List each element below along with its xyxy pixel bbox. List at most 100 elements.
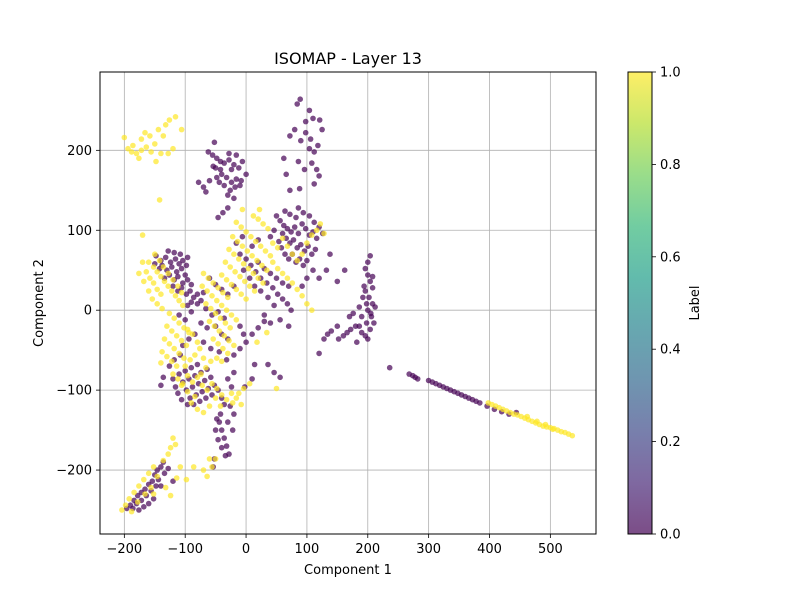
data-point <box>169 358 175 365</box>
data-point <box>299 251 305 257</box>
data-point <box>134 499 141 505</box>
data-point <box>362 265 369 272</box>
data-point <box>227 187 233 194</box>
data-point <box>119 507 125 513</box>
data-point <box>188 400 195 406</box>
data-point <box>204 473 210 480</box>
data-point <box>211 139 218 146</box>
x-tick-label: 0 <box>242 542 250 557</box>
data-point <box>182 272 188 278</box>
data-point <box>227 264 233 270</box>
data-point <box>208 374 214 381</box>
data-point <box>214 355 220 362</box>
data-point <box>335 336 342 342</box>
data-point <box>261 318 268 325</box>
data-point <box>161 278 168 285</box>
data-point <box>162 484 169 491</box>
data-point <box>217 403 224 409</box>
data-point <box>160 457 167 464</box>
data-point <box>164 353 170 360</box>
data-point <box>344 329 350 336</box>
data-point <box>200 467 207 473</box>
data-point <box>216 349 223 355</box>
data-point <box>225 205 231 211</box>
data-point <box>199 382 205 389</box>
data-point <box>550 426 556 433</box>
data-point <box>158 360 164 366</box>
data-point <box>238 401 244 408</box>
data-point <box>184 277 191 283</box>
data-point <box>267 233 274 240</box>
data-point <box>309 160 315 166</box>
data-point <box>267 270 274 277</box>
data-point <box>164 323 170 330</box>
data-point <box>267 320 274 326</box>
data-point <box>233 152 240 158</box>
data-point <box>216 328 223 334</box>
data-point <box>165 451 171 457</box>
data-point <box>341 267 348 274</box>
data-point <box>243 339 249 346</box>
data-point <box>156 197 163 203</box>
data-point <box>279 270 286 277</box>
data-point <box>167 444 174 451</box>
data-point <box>139 259 146 266</box>
data-point <box>142 491 148 497</box>
data-point <box>368 310 374 317</box>
data-point <box>306 145 313 152</box>
data-point <box>138 147 145 154</box>
data-point <box>221 333 227 339</box>
data-point <box>170 145 176 152</box>
data-point <box>169 264 175 270</box>
data-point <box>199 283 205 290</box>
data-point <box>182 363 188 369</box>
data-point <box>156 257 163 264</box>
data-point <box>316 350 322 357</box>
data-point <box>154 269 160 275</box>
colorbar-label: Label <box>688 285 703 320</box>
data-point <box>294 257 301 264</box>
data-point <box>228 384 235 390</box>
data-point <box>204 325 210 331</box>
data-point <box>180 280 186 286</box>
data-point <box>200 409 207 416</box>
data-point <box>304 257 310 264</box>
data-point <box>309 251 315 257</box>
data-point <box>215 436 221 443</box>
data-point <box>183 291 190 298</box>
data-point <box>188 299 195 306</box>
data-point <box>182 368 188 374</box>
data-point <box>244 248 251 254</box>
data-point <box>175 390 181 397</box>
colorbar-tick-label: 0.4 <box>660 343 681 358</box>
data-point <box>287 187 293 194</box>
data-point <box>171 315 177 322</box>
data-point <box>188 281 195 288</box>
data-point <box>160 264 167 270</box>
data-point <box>238 291 244 298</box>
data-point <box>362 288 369 294</box>
data-point <box>223 307 230 314</box>
data-point <box>122 502 129 509</box>
data-point <box>240 385 247 392</box>
data-point <box>176 371 182 377</box>
data-point <box>203 189 209 195</box>
data-point <box>296 185 303 192</box>
data-point <box>249 253 255 259</box>
data-point <box>231 251 237 257</box>
data-point <box>203 364 209 371</box>
data-point <box>270 259 276 266</box>
data-point <box>203 395 209 401</box>
data-point <box>304 240 310 246</box>
data-point <box>281 155 287 162</box>
data-point <box>143 144 150 150</box>
data-point <box>200 355 207 362</box>
data-point <box>254 339 260 346</box>
data-point <box>205 149 212 155</box>
data-point <box>227 325 233 331</box>
data-point <box>187 288 193 294</box>
data-point <box>347 326 354 333</box>
data-point <box>267 253 274 259</box>
data-point <box>298 137 304 144</box>
data-point <box>218 444 225 451</box>
